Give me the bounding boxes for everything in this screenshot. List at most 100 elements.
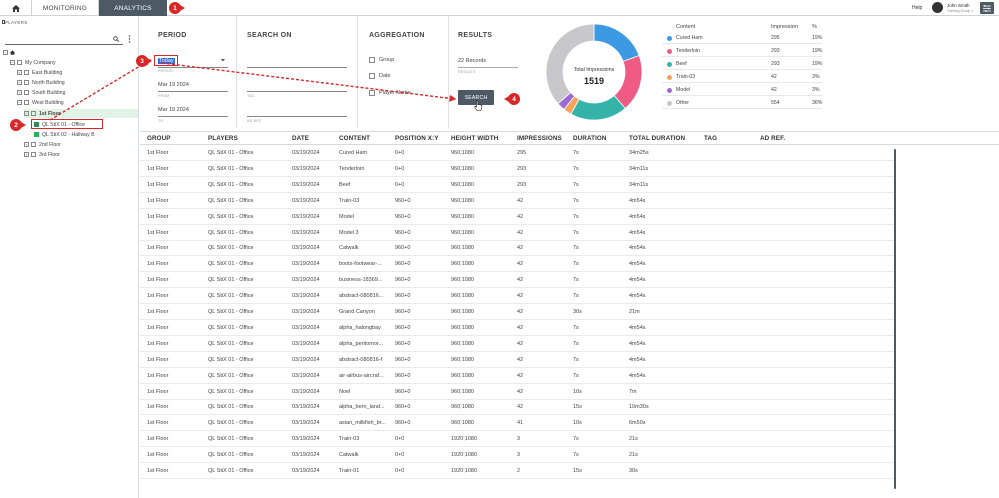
table-row[interactable]: 1st Floor QL StiX 01 - Office 03/19/2024 Gr… <box>140 304 894 320</box>
aggregation-title: AGGREGATION <box>369 32 425 39</box>
table-row[interactable]: 1st Floor QL StiX 01 - Office 03/19/2024 bu… <box>140 272 894 289</box>
table-row[interactable]: 1st Floor QL StiX 01 - Office 03/19/2024 as… <box>140 415 894 432</box>
search-icon[interactable] <box>113 36 119 42</box>
legend-label: Other <box>676 100 689 106</box>
table-row[interactable]: 1st Floor QL StiX 01 - Office 03/19/2024 Mo… <box>140 209 894 225</box>
collapse-icon[interactable]: − <box>24 110 29 116</box>
table-row[interactable]: 1st Floor QL StiX 01 - Office 03/19/2024 Cu… <box>140 145 894 161</box>
table-row[interactable]: 1st Floor QL StiX 01 - Office 03/19/2024 Te… <box>140 161 894 177</box>
checkbox[interactable] <box>31 111 36 116</box>
expand-icon[interactable]: + <box>17 89 22 95</box>
collapse-icon[interactable]: − <box>17 99 22 105</box>
cell-total-duration: 4m54s <box>629 372 646 379</box>
checkbox[interactable] <box>17 60 22 65</box>
tree-item-2nd-floor[interactable]: + 2nd Floor <box>24 140 61 149</box>
table-row[interactable]: 1st Floor QL StiX 01 - Office 03/19/2024 al… <box>140 320 894 336</box>
checkbox-checked[interactable] <box>34 122 39 127</box>
table-row[interactable]: 1st Floor QL StiX 01 - Office 03/19/2024 Be… <box>140 177 894 193</box>
more-options-icon[interactable] <box>128 35 131 43</box>
expand-icon[interactable]: + <box>17 69 22 75</box>
collapse-icon[interactable]: − <box>3 49 8 55</box>
expand-icon[interactable]: + <box>24 151 29 157</box>
col-header-players[interactable]: PLAYERS <box>208 135 238 142</box>
col-header-duration[interactable]: DURATION <box>573 135 607 142</box>
tree-item-1st-floor[interactable]: − 1st Floor <box>24 109 138 118</box>
tree-item-west-building[interactable]: − West Building <box>17 98 64 107</box>
expand-icon[interactable]: + <box>24 141 29 147</box>
ad-ref-input[interactable] <box>247 116 347 117</box>
table-row[interactable]: 1st Floor QL StiX 01 - Office 03/19/2024 al… <box>140 336 894 352</box>
col-header-position[interactable]: POSITION X:Y <box>395 135 439 142</box>
col-header-height-width[interactable]: HEIGHT WIDTH <box>451 135 499 142</box>
table-row[interactable]: 1st Floor QL StiX 01 - Office 03/19/2024 ab… <box>140 352 894 368</box>
cell-impressions: 3 <box>517 452 521 459</box>
checkbox[interactable] <box>31 152 36 157</box>
col-header-tag[interactable]: TAG <box>704 135 718 142</box>
option-label: Date <box>379 73 391 79</box>
checkbox[interactable] <box>24 80 29 85</box>
legend-color-dot <box>667 49 672 54</box>
cell-duration: 7s <box>573 197 579 204</box>
table-row[interactable]: 1st Floor QL StiX 01 - Office 03/19/2024 ai… <box>140 368 894 384</box>
cell-duration: 30s <box>573 309 582 315</box>
chevron-down-icon[interactable] <box>221 59 225 62</box>
home-button[interactable] <box>0 0 32 16</box>
aggregation-player-option[interactable]: Player Name <box>369 90 411 96</box>
col-header-date[interactable]: DATE <box>292 135 310 142</box>
tab-analytics[interactable]: ANALYTICS <box>99 0 167 16</box>
cell-date: 03/19/2024 <box>292 468 320 474</box>
user-avatar-icon[interactable] <box>932 2 943 13</box>
period-select[interactable]: Today <box>158 58 175 64</box>
checkbox[interactable] <box>24 70 29 75</box>
col-header-impressions[interactable]: IMPRESSIONS <box>517 135 562 142</box>
table-row[interactable]: 1st Floor QL StiX 01 - Office 03/19/2024 No… <box>140 384 894 400</box>
settings-button[interactable] <box>980 2 994 14</box>
aggregation-date-option[interactable]: Date <box>369 73 391 79</box>
cell-content: air-airbus-aircraf... <box>339 372 384 379</box>
table-row[interactable]: 1st Floor QL StiX 01 - Office 03/19/2024 Ca… <box>140 240 894 257</box>
col-header-group[interactable]: GROUP <box>147 135 171 142</box>
tree-item-my-company[interactable]: − My Company <box>10 58 56 67</box>
checkbox[interactable] <box>24 90 29 95</box>
checkbox[interactable] <box>369 90 375 96</box>
from-date-input[interactable]: Mar 19 2024 <box>158 82 189 88</box>
table-row[interactable]: 1st Floor QL StiX 01 - Office 03/19/2024 Tr… <box>140 463 894 479</box>
tree-item-ql-stix-02[interactable]: QL StiX 02 - Hallway B <box>34 130 95 139</box>
donut-slice-other[interactable] <box>545 23 595 105</box>
tab-monitoring[interactable]: MONITORING <box>32 0 99 16</box>
tree-item-east-building[interactable]: + East Building <box>17 68 62 77</box>
checkbox[interactable] <box>369 73 375 79</box>
tree-root[interactable]: − <box>3 48 15 57</box>
search-on-underline[interactable] <box>247 67 347 68</box>
players-search-input[interactable] <box>5 35 123 45</box>
search-button[interactable]: SEARCH <box>458 90 494 105</box>
help-link[interactable]: Help <box>912 5 923 11</box>
col-header-content[interactable]: CONTENT <box>339 135 371 142</box>
table-row[interactable]: 1st Floor QL StiX 01 - Office 03/19/2024 bo… <box>140 256 894 273</box>
expand-icon[interactable]: + <box>17 79 22 85</box>
aggregation-group-option[interactable]: Group <box>369 57 394 63</box>
table-row[interactable]: 1st Floor QL StiX 01 - Office 03/19/2024 Mo… <box>140 225 894 241</box>
collapse-icon[interactable]: − <box>10 59 15 65</box>
to-date-input[interactable]: Mar 19 2024 <box>158 107 189 113</box>
tree-item-ql-stix-01[interactable]: QL StiX 01 - Office <box>34 120 85 129</box>
table-row[interactable]: 1st Floor QL StiX 01 - Office 03/19/2024 Tr… <box>140 193 894 209</box>
table-row[interactable]: 1st Floor QL StiX 01 - Office 03/19/2024 Tr… <box>140 431 894 448</box>
col-header-ad-ref[interactable]: AD REF. <box>760 135 786 142</box>
tag-input[interactable] <box>247 91 347 92</box>
tree-item-south-building[interactable]: + South Building <box>17 88 65 97</box>
table-scrollbar[interactable] <box>894 149 896 489</box>
tree-item-north-building[interactable]: + North Building <box>17 78 65 87</box>
checkbox[interactable] <box>24 100 29 105</box>
table-row[interactable]: 1st Floor QL StiX 01 - Office 03/19/2024 ab… <box>140 288 894 305</box>
table-row[interactable]: 1st Floor QL StiX 01 - Office 03/19/2024 al… <box>140 399 894 416</box>
cell-duration: 7s <box>573 181 579 188</box>
checkbox[interactable] <box>369 57 375 63</box>
cell-impressions: 42 <box>517 277 524 284</box>
col-header-total-duration[interactable]: TOTAL DURATION <box>629 135 686 142</box>
donut-slice-cured-ham[interactable] <box>593 23 640 62</box>
tree-item-3rd-floor[interactable]: + 3rd Floor <box>24 150 60 159</box>
cell-date: 03/19/2024 <box>292 197 320 204</box>
table-row[interactable]: 1st Floor QL StiX 01 - Office 03/19/2024 Ca… <box>140 447 894 464</box>
checkbox[interactable] <box>31 142 36 147</box>
